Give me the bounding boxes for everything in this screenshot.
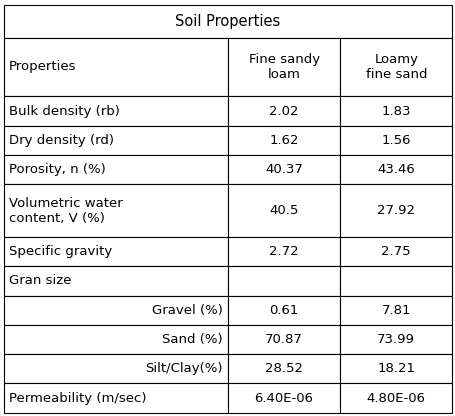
Bar bbox=[339, 184, 451, 237]
Bar bbox=[4, 384, 227, 413]
Text: Properties: Properties bbox=[9, 60, 76, 74]
Bar bbox=[339, 155, 451, 184]
Text: 27.92: 27.92 bbox=[376, 204, 415, 217]
Text: 28.52: 28.52 bbox=[264, 362, 303, 375]
Bar bbox=[339, 266, 451, 296]
Text: 1.83: 1.83 bbox=[381, 104, 410, 118]
Text: Porosity, n (%): Porosity, n (%) bbox=[9, 163, 106, 176]
Bar bbox=[4, 5, 451, 37]
Bar bbox=[339, 325, 451, 354]
Text: 4.80E-06: 4.80E-06 bbox=[366, 391, 425, 404]
Text: 2.75: 2.75 bbox=[381, 245, 410, 258]
Bar bbox=[4, 126, 227, 155]
Text: 2.02: 2.02 bbox=[269, 104, 298, 118]
Bar bbox=[228, 184, 339, 237]
Bar bbox=[228, 384, 339, 413]
Bar bbox=[339, 237, 451, 266]
Bar bbox=[4, 37, 227, 97]
Text: Gran size: Gran size bbox=[9, 275, 71, 287]
Bar bbox=[4, 354, 227, 384]
Text: 40.37: 40.37 bbox=[264, 163, 303, 176]
Text: 1.56: 1.56 bbox=[381, 134, 410, 147]
Text: 7.81: 7.81 bbox=[381, 304, 410, 317]
Text: 73.99: 73.99 bbox=[376, 333, 415, 346]
Text: Bulk density (rb): Bulk density (rb) bbox=[9, 104, 120, 118]
Text: Sand (%): Sand (%) bbox=[162, 333, 222, 346]
Bar bbox=[339, 354, 451, 384]
Text: Fine sandy
loam: Fine sandy loam bbox=[248, 53, 319, 81]
Text: 2.72: 2.72 bbox=[269, 245, 298, 258]
Text: 43.46: 43.46 bbox=[377, 163, 414, 176]
Text: Specific gravity: Specific gravity bbox=[9, 245, 112, 258]
Bar bbox=[339, 97, 451, 126]
Bar bbox=[4, 266, 227, 296]
Bar bbox=[339, 37, 451, 97]
Bar bbox=[228, 237, 339, 266]
Bar bbox=[228, 266, 339, 296]
Bar bbox=[339, 296, 451, 325]
Text: 0.61: 0.61 bbox=[269, 304, 298, 317]
Text: 70.87: 70.87 bbox=[264, 333, 303, 346]
Bar bbox=[228, 126, 339, 155]
Text: 18.21: 18.21 bbox=[376, 362, 415, 375]
Text: Volumetric water
content, V (%): Volumetric water content, V (%) bbox=[9, 197, 122, 225]
Text: 1.62: 1.62 bbox=[269, 134, 298, 147]
Text: Dry density (rd): Dry density (rd) bbox=[9, 134, 114, 147]
Bar bbox=[4, 97, 227, 126]
Bar bbox=[4, 296, 227, 325]
Text: Gravel (%): Gravel (%) bbox=[152, 304, 222, 317]
Text: Loamy
fine sand: Loamy fine sand bbox=[365, 53, 426, 81]
Bar bbox=[4, 325, 227, 354]
Bar bbox=[228, 155, 339, 184]
Text: 6.40E-06: 6.40E-06 bbox=[254, 391, 313, 404]
Bar bbox=[4, 237, 227, 266]
Bar bbox=[339, 126, 451, 155]
Bar bbox=[228, 97, 339, 126]
Bar bbox=[228, 325, 339, 354]
Text: Silt/Clay(%): Silt/Clay(%) bbox=[145, 362, 222, 375]
Bar bbox=[228, 296, 339, 325]
Text: Soil Properties: Soil Properties bbox=[175, 14, 280, 29]
Bar bbox=[4, 155, 227, 184]
Text: 40.5: 40.5 bbox=[269, 204, 298, 217]
Text: Permeability (m/sec): Permeability (m/sec) bbox=[9, 391, 147, 404]
Bar bbox=[4, 184, 227, 237]
Bar bbox=[228, 354, 339, 384]
Bar bbox=[228, 37, 339, 97]
Bar bbox=[339, 384, 451, 413]
